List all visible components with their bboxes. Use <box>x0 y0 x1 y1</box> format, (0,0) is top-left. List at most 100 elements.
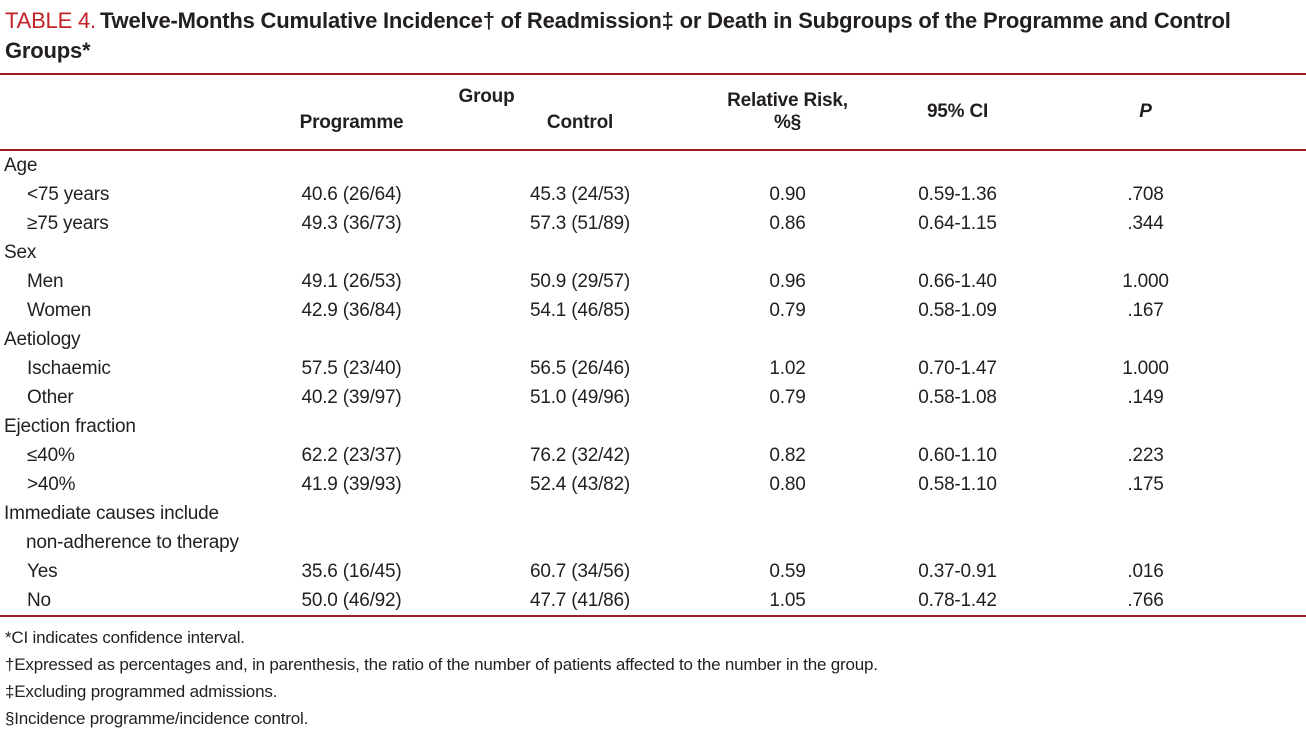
section-row: Age <box>0 151 1306 180</box>
col-header-group: Group <box>458 86 515 107</box>
section-row: Ejection fraction <box>0 412 1306 441</box>
col-header-p: P <box>1139 101 1152 122</box>
row-label: Other <box>27 386 74 408</box>
cell-control: 56.5 (26/46) <box>529 357 631 379</box>
cell-p: .149 <box>1127 386 1164 408</box>
cell-p: .167 <box>1127 299 1164 321</box>
cell-relative-risk: 0.79 <box>769 299 806 321</box>
cell-ci: 0.60-1.10 <box>918 444 997 466</box>
cell-p: .708 <box>1127 183 1164 205</box>
cell-control: 54.1 (46/85) <box>529 299 631 321</box>
cell-control: 51.0 (49/96) <box>529 386 631 408</box>
cell-control: 76.2 (32/42) <box>529 444 631 466</box>
table-row: >40% 41.9 (39/93) 52.4 (43/82) 0.80 0.58… <box>0 470 1306 499</box>
cell-ci: 0.37-0.91 <box>918 560 997 582</box>
section-label: Age <box>4 154 38 176</box>
section-label: Ejection fraction <box>4 415 136 437</box>
row-label: <75 years <box>27 183 110 205</box>
table-body: Age <75 years 40.6 (26/64) 45.3 (24/53) … <box>0 151 1306 615</box>
col-header-programme: Programme <box>299 112 404 133</box>
cell-programme: 35.6 (16/45) <box>301 560 402 582</box>
row-label: ≥75 years <box>27 212 109 234</box>
row-label: Men <box>27 270 64 292</box>
cell-relative-risk: 0.79 <box>769 386 806 408</box>
col-header-relative-risk: Relative Risk, %§ <box>727 90 848 133</box>
table-number-label: TABLE 4. <box>5 8 96 33</box>
table-row: Women 42.9 (36/84) 54.1 (46/85) 0.79 0.5… <box>0 296 1306 325</box>
cell-ci: 0.59-1.36 <box>918 183 997 205</box>
footnote: *CI indicates confidence interval. <box>5 628 245 647</box>
section-label: Aetiology <box>4 328 81 350</box>
table-row: Ischaemic 57.5 (23/40) 56.5 (26/46) 1.02… <box>0 354 1306 383</box>
footer-divider <box>0 615 1306 617</box>
cell-relative-risk: 1.02 <box>769 357 806 379</box>
cell-control: 60.7 (34/56) <box>529 560 631 582</box>
table-title-text: Twelve-Months Cumulative Incidence† of R… <box>5 8 1231 63</box>
row-label: >40% <box>27 473 76 495</box>
table-row: Yes 35.6 (16/45) 60.7 (34/56) 0.59 0.37-… <box>0 557 1306 586</box>
footnote: ‡Excluding programmed admissions. <box>5 682 278 701</box>
cell-ci: 0.58-1.10 <box>918 473 997 495</box>
cell-ci: 0.58-1.08 <box>918 386 997 408</box>
table-row: Other 40.2 (39/97) 51.0 (49/96) 0.79 0.5… <box>0 383 1306 412</box>
cell-ci: 0.64-1.15 <box>918 212 997 234</box>
row-label: Ischaemic <box>27 357 111 379</box>
cell-control: 45.3 (24/53) <box>529 183 631 205</box>
row-label: No <box>27 589 51 611</box>
row-label: ≤40% <box>27 444 75 466</box>
section-row: Immediate causes include <box>0 499 1306 528</box>
table-title: TABLE 4. Twelve-Months Cumulative Inciden… <box>0 6 1306 66</box>
footnote: †Expressed as percentages and, in parent… <box>5 655 878 674</box>
cell-programme: 40.6 (26/64) <box>301 183 402 205</box>
cell-p: .223 <box>1127 444 1164 466</box>
footnote: §Incidence programme/incidence control. <box>5 709 309 728</box>
title-divider <box>0 73 1306 75</box>
cell-ci: 0.66-1.40 <box>918 270 997 292</box>
cell-relative-risk: 0.82 <box>769 444 806 466</box>
section-row-continuation: non-adherence to therapy <box>0 528 1306 557</box>
cell-programme: 42.9 (36/84) <box>301 299 402 321</box>
cell-relative-risk: 0.90 <box>769 183 806 205</box>
cell-programme: 41.9 (39/93) <box>301 473 402 495</box>
cell-programme: 57.5 (23/40) <box>301 357 402 379</box>
col-header-control: Control <box>546 112 614 133</box>
col-header-ci: 95% CI <box>926 101 989 122</box>
cell-p: .344 <box>1127 212 1164 234</box>
cell-relative-risk: 0.59 <box>769 560 806 582</box>
header-divider <box>0 149 1306 151</box>
section-row: Sex <box>0 238 1306 267</box>
cell-ci: 0.58-1.09 <box>918 299 997 321</box>
cell-p: .766 <box>1127 589 1164 611</box>
cell-control: 47.7 (41/86) <box>529 589 631 611</box>
cell-relative-risk: 0.96 <box>769 270 806 292</box>
cell-relative-risk: 0.86 <box>769 212 806 234</box>
cell-p: .016 <box>1127 560 1164 582</box>
table-row: ≥75 years 49.3 (36/73) 57.3 (51/89) 0.86… <box>0 209 1306 238</box>
cell-programme: 50.0 (46/92) <box>301 589 402 611</box>
cell-programme: 49.1 (26/53) <box>301 270 402 292</box>
cell-relative-risk: 1.05 <box>769 589 806 611</box>
cell-programme: 49.3 (36/73) <box>301 212 402 234</box>
cell-p: 1.000 <box>1122 357 1169 379</box>
cell-p: 1.000 <box>1122 270 1169 292</box>
cell-control: 57.3 (51/89) <box>529 212 631 234</box>
row-label: Yes <box>27 560 58 582</box>
section-label: Immediate causes include <box>4 502 219 524</box>
cell-p: .175 <box>1127 473 1164 495</box>
table-row: Men 49.1 (26/53) 50.9 (29/57) 0.96 0.66-… <box>0 267 1306 296</box>
section-label: Sex <box>4 241 37 263</box>
table-row: <75 years 40.6 (26/64) 45.3 (24/53) 0.90… <box>0 180 1306 209</box>
table-row: ≤40% 62.2 (23/37) 76.2 (32/42) 0.82 0.60… <box>0 441 1306 470</box>
cell-relative-risk: 0.80 <box>769 473 806 495</box>
cell-ci: 0.70-1.47 <box>918 357 997 379</box>
table-row: No 50.0 (46/92) 47.7 (41/86) 1.05 0.78-1… <box>0 586 1306 615</box>
footnotes: *CI indicates confidence interval. †Expr… <box>0 624 1306 732</box>
cell-control: 50.9 (29/57) <box>529 270 631 292</box>
table-header: Group Programme Control Relative Risk, %… <box>0 75 1306 149</box>
cell-programme: 62.2 (23/37) <box>301 444 402 466</box>
section-row: Aetiology <box>0 325 1306 354</box>
cell-control: 52.4 (43/82) <box>529 473 631 495</box>
section-label-line2: non-adherence to therapy <box>26 531 239 553</box>
cell-programme: 40.2 (39/97) <box>301 386 402 408</box>
